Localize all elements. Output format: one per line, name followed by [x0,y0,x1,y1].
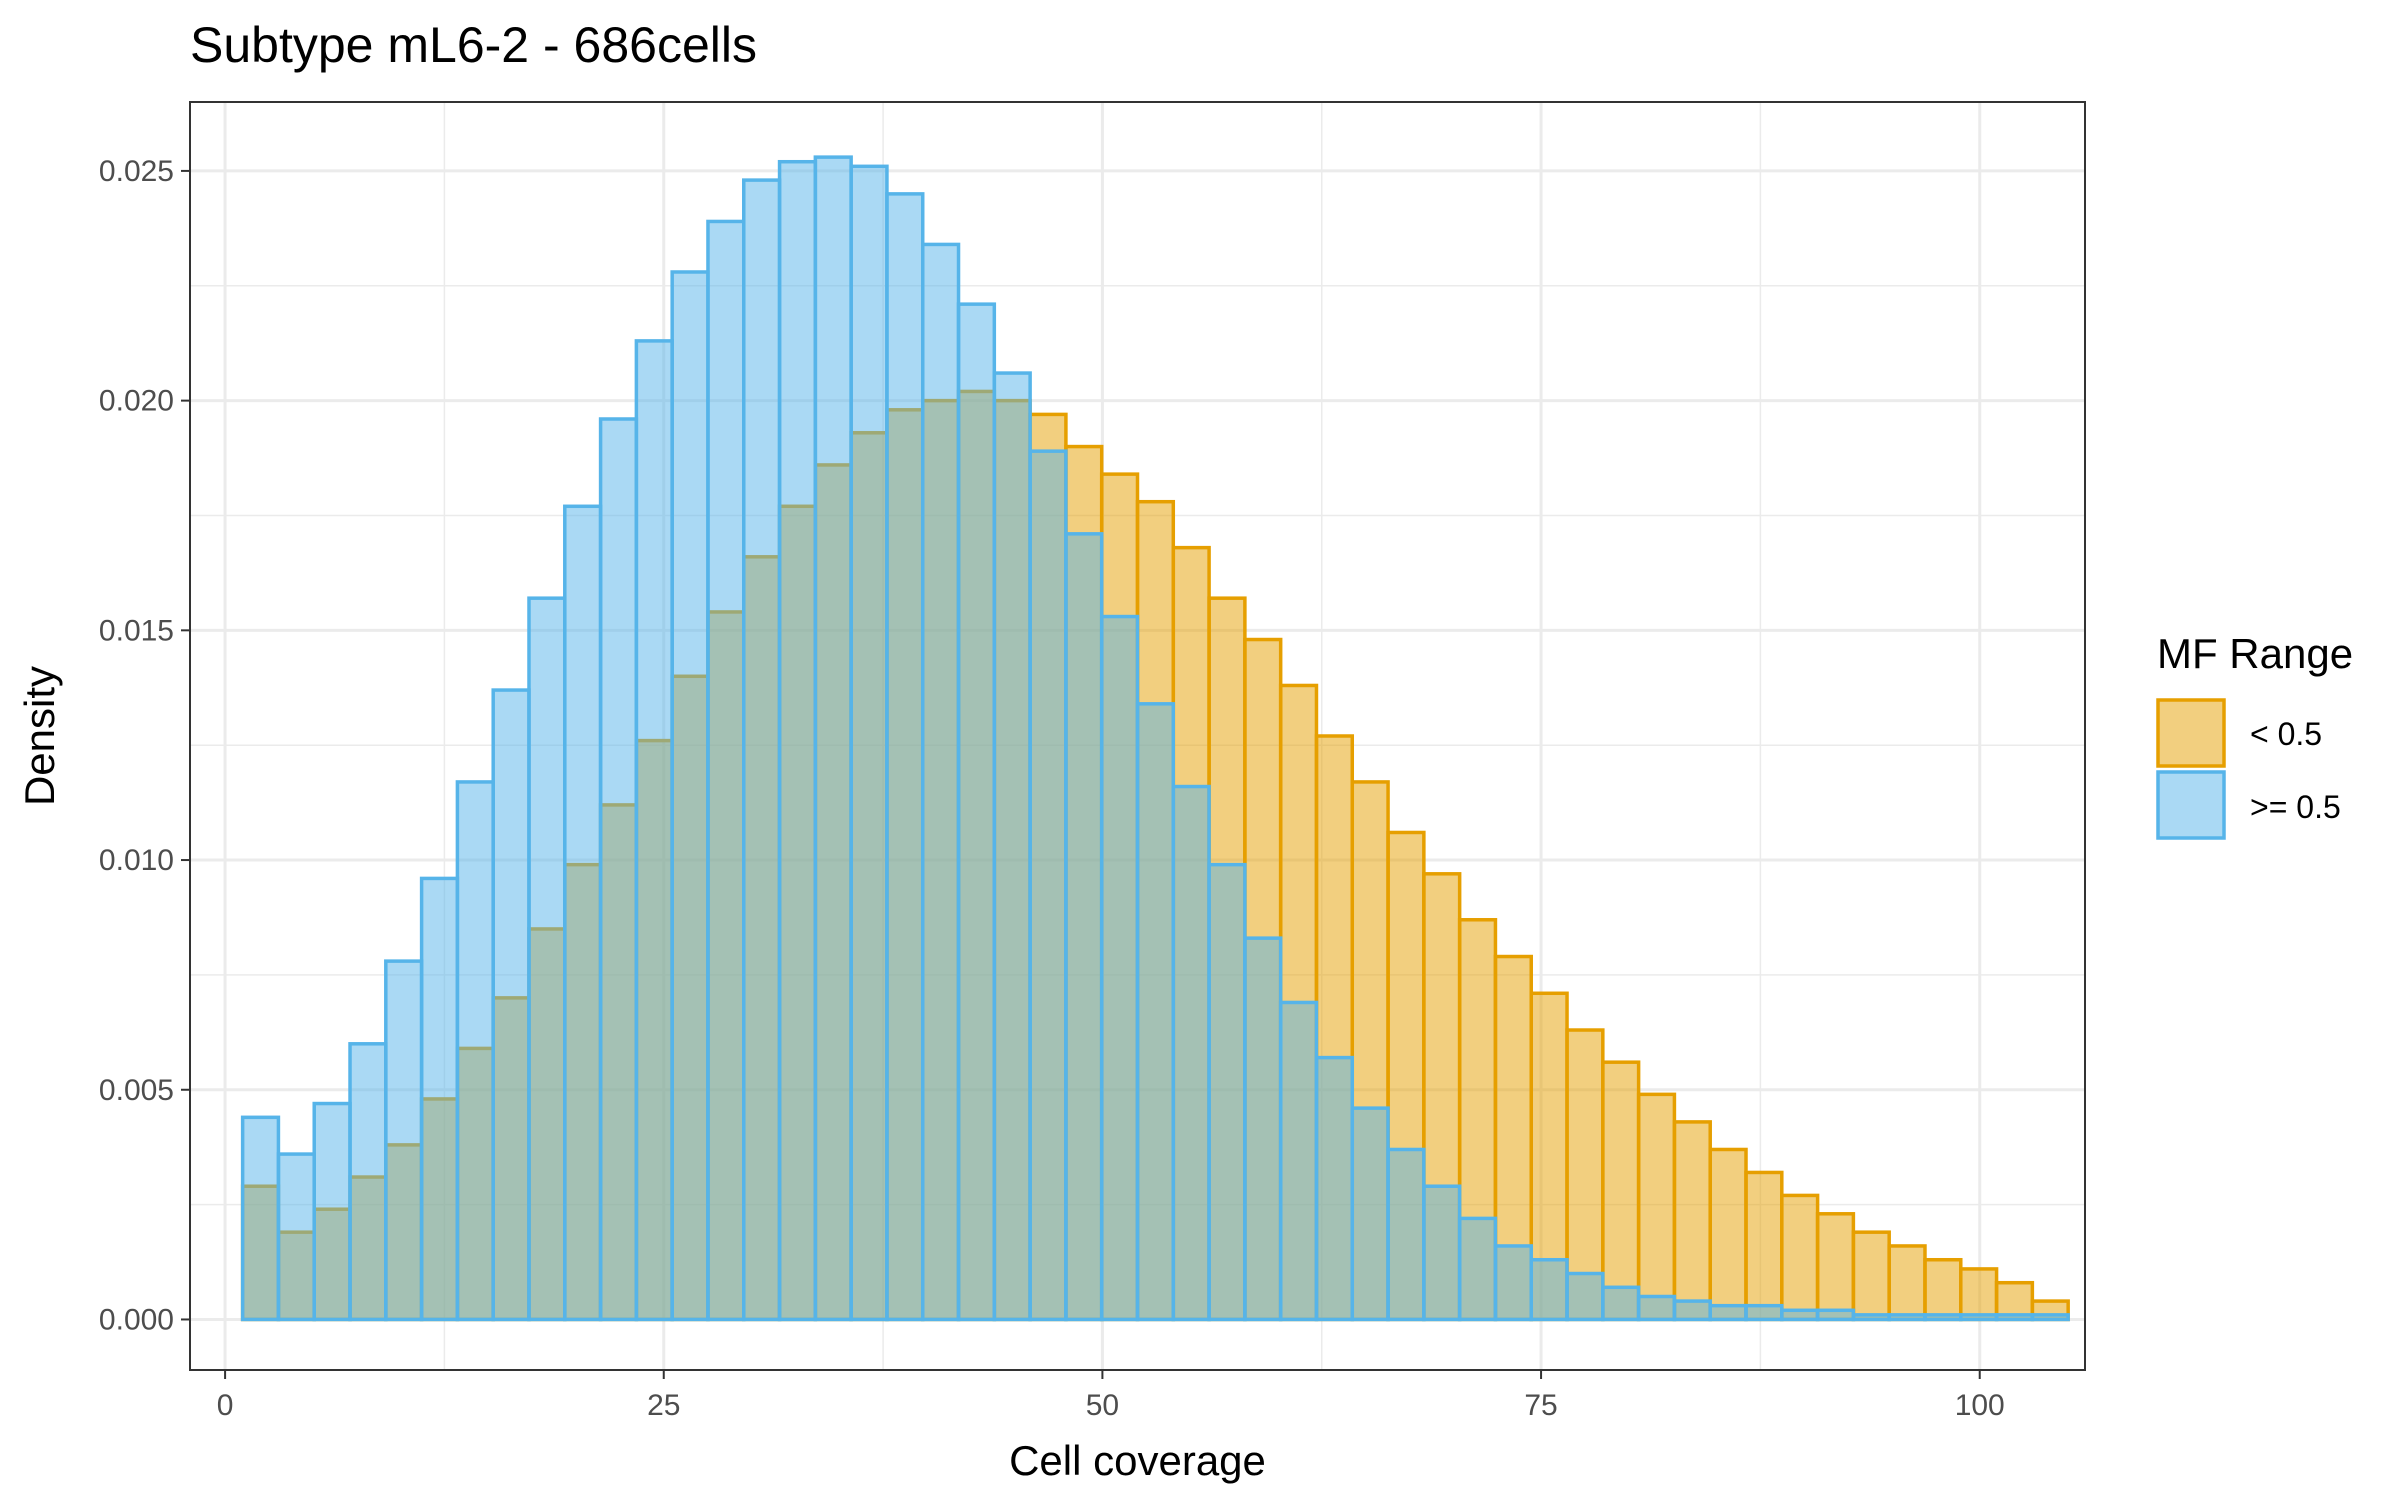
chart-title: Subtype mL6-2 - 686cells [190,17,757,73]
bar-ge-0.5-43 [1780,1308,1820,1322]
bar-ge-0.5-13 [706,219,746,1322]
legend-title: MF Range [2157,630,2353,677]
bar-ge-0.5-6 [455,780,495,1322]
bar-ge-0.5-25 [1135,702,1176,1322]
bar-ge-0.5-16 [813,155,853,1322]
bar-ge-0.5-31 [1350,1106,1390,1322]
bar-ge-0.5-18 [885,192,925,1322]
bar-lt-0.5-41 [1708,1147,1748,1322]
bar-lt-0.5-48 [1959,1267,1999,1322]
bar-ge-0.5-5 [419,876,460,1322]
bar-ge-0.5-2 [312,1101,352,1322]
bar-lt-0.5-45 [1851,1230,1891,1322]
bar-ge-0.5-0 [240,1115,281,1322]
bar-ge-0.5-42 [1744,1303,1784,1322]
bar-ge-0.5-19 [920,242,961,1322]
bar-ge-0.5-9 [563,504,603,1322]
x-axis-title: Cell coverage [1009,1437,1266,1484]
bar-ge-0.5-11 [634,339,674,1322]
x-tick-label: 75 [1524,1389,1557,1422]
y-tick-label: 0.025 [99,155,174,188]
legend-label-ge-0.5: >= 0.5 [2250,789,2341,825]
bars [240,155,2070,1322]
bar-ge-0.5-29 [1278,1000,1319,1322]
bar-ge-0.5-50 [2030,1313,2070,1322]
legend-label-lt-0.5: < 0.5 [2250,716,2322,752]
bar-ge-0.5-4 [384,959,424,1322]
x-tick-label: 25 [647,1389,680,1422]
bar-ge-0.5-10 [598,417,639,1322]
y-tick-label: 0.015 [99,614,174,647]
bar-ge-0.5-28 [1243,936,1283,1322]
bar-lt-0.5-43 [1780,1193,1820,1322]
bar-ge-0.5-40 [1672,1299,1712,1322]
bar-lt-0.5-44 [1815,1212,1856,1322]
bar-ge-0.5-8 [527,596,567,1322]
bar-ge-0.5-46 [1887,1313,1927,1322]
y-tick-label: 0.020 [99,385,174,418]
panel-border [189,101,2086,1371]
bar-lt-0.5-40 [1672,1120,1712,1322]
legend-key-ge-0.5 [2156,770,2226,840]
bar-ge-0.5-26 [1171,784,1211,1322]
bar-lt-0.5-42 [1744,1170,1784,1322]
bar-ge-0.5-14 [742,178,782,1322]
bar-ge-0.5-20 [956,302,997,1322]
bar-lt-0.5-46 [1887,1244,1927,1322]
bar-lt-0.5-39 [1636,1092,1677,1322]
series-ge-0.5 [240,155,2070,1322]
bar-ge-0.5-15 [777,159,818,1322]
bar-ge-0.5-49 [1994,1313,2035,1322]
bar-ge-0.5-41 [1708,1303,1748,1322]
y-tick-label: 0.005 [99,1074,174,1107]
legend-key-lt-0.5 [2156,698,2226,768]
x-tick-label: 50 [1086,1389,1119,1422]
bar-ge-0.5-32 [1386,1147,1426,1322]
legend: MF Range < 0.5 >= 0.5 [2156,630,2353,840]
bar-ge-0.5-21 [992,371,1032,1322]
bar-ge-0.5-22 [1028,449,1068,1322]
bar-ge-0.5-27 [1207,862,1247,1322]
x-tick-label: 100 [1955,1389,2005,1422]
bar-ge-0.5-17 [849,164,889,1322]
bar-ge-0.5-7 [491,688,531,1322]
bar-ge-0.5-39 [1636,1294,1677,1322]
axis-ticks: 0 25 50 75 100 0.000 0.005 0.010 0.015 0.020 0.025 [99,155,2005,1422]
bar-ge-0.5-3 [348,1042,388,1322]
bar-lt-0.5-47 [1923,1257,1963,1322]
y-tick-label: 0.000 [99,1303,174,1336]
bar-ge-0.5-45 [1851,1313,1891,1322]
x-tick-label: 0 [217,1389,234,1422]
bar-ge-0.5-24 [1099,614,1140,1322]
bar-ge-0.5-1 [276,1152,316,1322]
bar-lt-0.5-38 [1601,1060,1641,1322]
bar-ge-0.5-35 [1493,1244,1533,1322]
bar-ge-0.5-44 [1815,1308,1856,1322]
bar-ge-0.5-34 [1457,1216,1498,1322]
bar-ge-0.5-38 [1601,1285,1641,1322]
bar-ge-0.5-12 [670,270,710,1322]
bar-ge-0.5-23 [1064,532,1104,1322]
bar-ge-0.5-48 [1959,1313,1999,1322]
y-axis-title: Density [16,666,63,806]
bar-ge-0.5-33 [1422,1184,1462,1322]
bar-ge-0.5-37 [1565,1271,1605,1322]
bar-ge-0.5-30 [1314,1055,1355,1322]
bar-ge-0.5-47 [1923,1313,1963,1322]
bar-ge-0.5-36 [1529,1257,1569,1322]
y-tick-label: 0.010 [99,844,174,877]
